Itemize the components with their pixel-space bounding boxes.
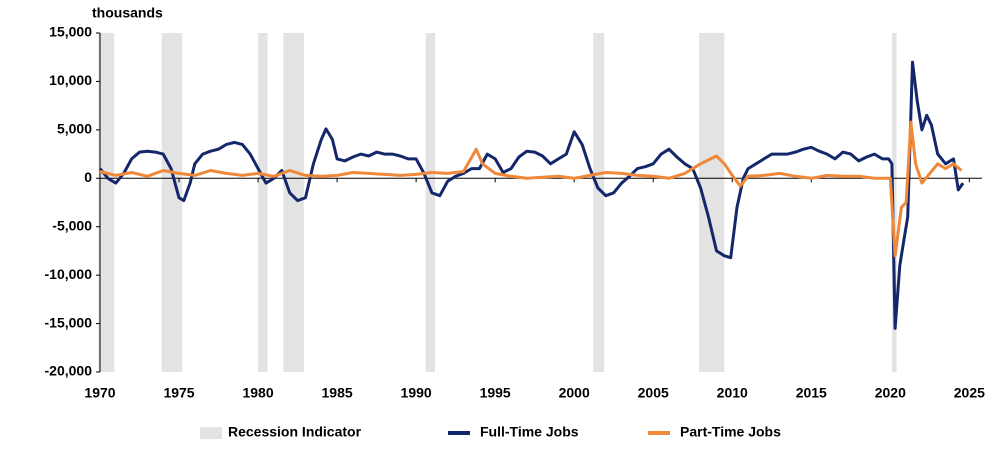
recession-band — [891, 33, 897, 372]
recession-band — [425, 33, 436, 372]
x-tick-label: 2020 — [875, 385, 906, 401]
y-tick-label: -10,000 — [45, 266, 93, 282]
x-tick-label: 2015 — [796, 385, 827, 401]
unit-label: thousands — [92, 5, 163, 21]
x-tick-label: 2010 — [717, 385, 748, 401]
y-tick-label: 0 — [84, 169, 92, 185]
recession-band — [593, 33, 605, 372]
recession-band — [699, 33, 725, 372]
recession-band — [161, 33, 183, 372]
legend-swatch — [200, 427, 222, 439]
x-tick-label: 1970 — [84, 385, 115, 401]
x-tick-label: 1975 — [163, 385, 194, 401]
x-tick-label: 1985 — [322, 385, 353, 401]
y-tick-label: 10,000 — [49, 72, 92, 88]
series-line — [99, 120, 963, 258]
x-tick-label: 1990 — [401, 385, 432, 401]
legend-label: Recession Indicator — [228, 424, 362, 440]
x-tick-label: 1995 — [480, 385, 511, 401]
legend-label: Part-Time Jobs — [680, 424, 781, 440]
x-tick-label: 2005 — [638, 385, 669, 401]
x-tick-label: 1980 — [242, 385, 273, 401]
series-line — [98, 60, 965, 330]
legend-label: Full-Time Jobs — [480, 424, 579, 440]
recession-band — [98, 33, 115, 372]
y-tick-label: 5,000 — [57, 121, 92, 137]
recession-band — [283, 33, 304, 372]
y-tick-label: -5,000 — [52, 217, 92, 233]
y-tick-label: -20,000 — [45, 363, 93, 379]
x-tick-label: 2000 — [559, 385, 590, 401]
x-tick-label: 2025 — [954, 385, 985, 401]
y-tick-label: -15,000 — [45, 314, 93, 330]
recession-band — [258, 33, 268, 372]
y-tick-label: 15,000 — [49, 24, 92, 40]
